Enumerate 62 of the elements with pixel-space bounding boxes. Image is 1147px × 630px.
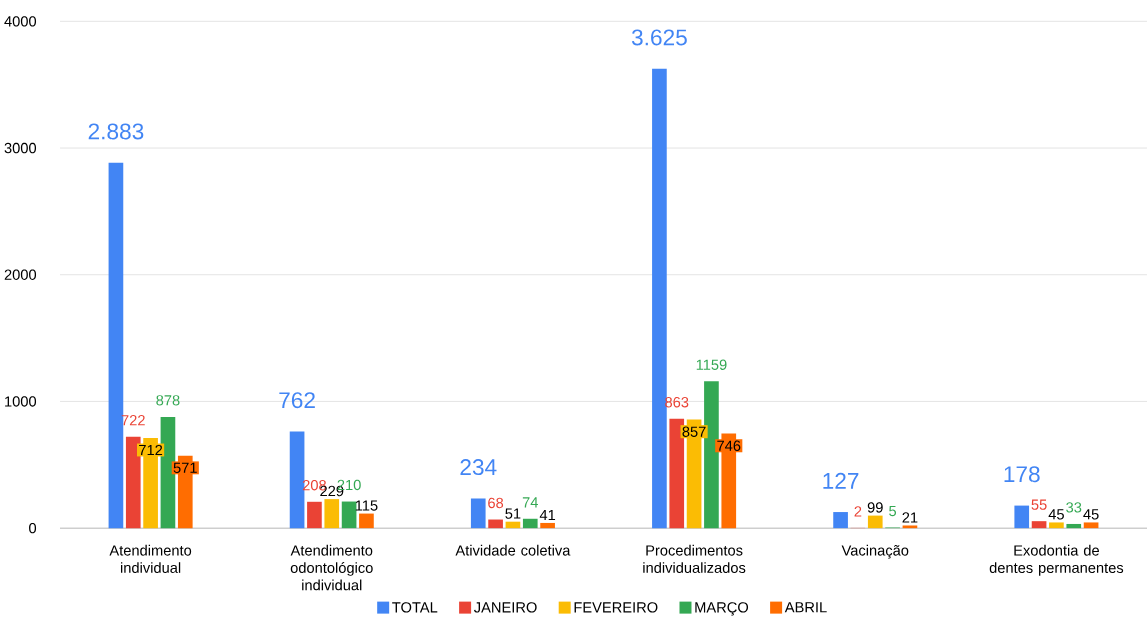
y-tick-label: 3000 <box>4 142 37 154</box>
bar <box>652 68 667 529</box>
legend-label: ABRIL <box>784 602 827 613</box>
data-label: 3.625 <box>631 29 687 46</box>
data-label: 234 <box>460 458 497 476</box>
data-label: 857 <box>682 426 706 437</box>
bar <box>324 499 340 529</box>
bar <box>488 519 503 529</box>
bar <box>1049 522 1064 529</box>
data-label: 45 <box>1083 509 1099 520</box>
data-label: 712 <box>139 444 163 456</box>
y-tick-label: 1000 <box>5 396 37 407</box>
bar <box>289 431 305 529</box>
data-label: 5 <box>889 505 897 517</box>
data-label: 178 <box>1004 466 1040 483</box>
bar <box>341 501 357 529</box>
bar <box>522 518 538 529</box>
legend-label: MARÇO <box>695 602 749 616</box>
data-label: 1159 <box>696 359 727 370</box>
legend-label: JANEIRO <box>474 602 537 613</box>
data-label: 55 <box>1031 499 1047 510</box>
data-label: 127 <box>823 472 859 489</box>
bar <box>125 436 141 529</box>
data-label: 762 <box>279 392 315 409</box>
x-tick-label: Procedimentos individualizados <box>643 544 746 573</box>
bar <box>1031 521 1047 529</box>
data-label: 74 <box>522 497 538 508</box>
bar <box>470 498 486 529</box>
bar <box>902 525 918 529</box>
data-label: 2.883 <box>88 123 144 140</box>
x-tick-label: Atividade coletiva <box>455 544 571 556</box>
bar <box>540 522 555 529</box>
bar <box>833 511 848 529</box>
data-label: 115 <box>355 500 378 511</box>
x-tick-label: Atendimento odontológico individual <box>290 544 373 591</box>
data-label: 41 <box>539 509 556 520</box>
y-tick-label: 2000 <box>4 269 37 280</box>
bar <box>160 416 176 529</box>
legend-label: TOTAL <box>392 602 438 613</box>
bar <box>307 501 322 529</box>
data-label: 571 <box>173 462 197 473</box>
x-tick-label: Vacinação <box>841 544 909 559</box>
data-label: 68 <box>488 497 504 509</box>
data-label: 33 <box>1066 502 1082 513</box>
data-label: 2 <box>854 506 862 517</box>
data-label: 99 <box>867 502 883 513</box>
data-label: 878 <box>156 395 180 406</box>
bar <box>359 513 374 529</box>
data-label: 21 <box>902 512 918 523</box>
legend-label: FEVEREIRO <box>574 602 658 613</box>
bar <box>867 515 883 529</box>
x-tick-label: Exodontia de dentes permanentes <box>989 544 1124 576</box>
data-label: 45 <box>1048 509 1064 520</box>
y-tick-label: 4000 <box>4 16 37 27</box>
data-label: 51 <box>505 508 521 519</box>
bar <box>1083 522 1099 529</box>
bar <box>704 381 719 529</box>
data-label: 746 <box>717 440 741 451</box>
x-tick-label: Atendimento individual <box>109 544 192 573</box>
bar <box>1014 505 1030 529</box>
y-tick-label: 0 <box>29 522 37 534</box>
bar <box>1066 523 1082 529</box>
